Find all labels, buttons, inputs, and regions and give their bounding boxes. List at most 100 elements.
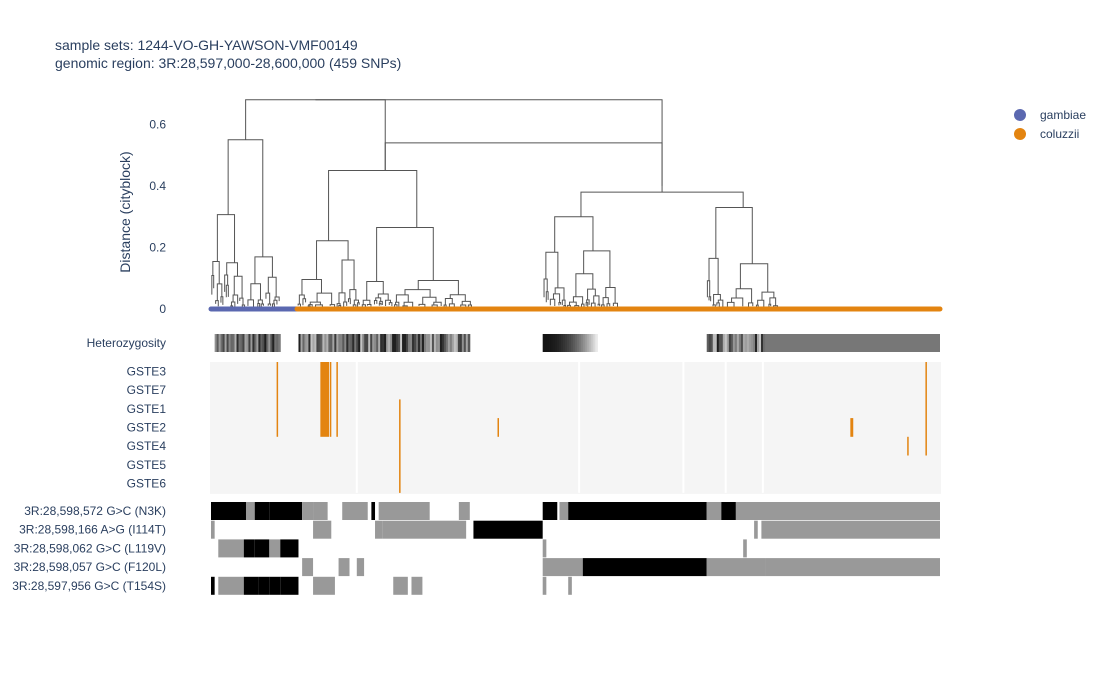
heterozygosity-cell xyxy=(268,334,271,352)
heterozygosity-cell xyxy=(542,334,546,352)
heterozygosity-cell xyxy=(410,334,413,352)
heterozygosity-cell xyxy=(554,334,558,352)
heterozygosity-cell xyxy=(384,334,387,352)
chart-title: sample sets: 1244-VO-GH-YAWSON-VMF00149 … xyxy=(55,37,401,71)
heterozygosity-cell xyxy=(720,334,724,352)
dendrogram-link xyxy=(563,305,567,308)
heterozygosity-cell xyxy=(278,334,281,352)
heterozygosity-cell xyxy=(573,334,576,352)
heterozygosity-cell xyxy=(398,334,401,352)
snp-genotype-cell xyxy=(258,576,270,595)
snp-genotype-cell xyxy=(743,539,747,558)
dendrogram-link xyxy=(395,294,409,303)
legend-marker-gambiae[interactable] xyxy=(1014,109,1026,121)
heterozygosity-cell xyxy=(416,334,419,352)
dendrogram-link xyxy=(297,303,301,307)
dendrogram-link xyxy=(316,292,333,305)
dendrogram-link xyxy=(575,273,594,297)
copy-number-amplification xyxy=(497,418,499,437)
heterozygosity-cell xyxy=(595,334,598,352)
heterozygosity-cell xyxy=(312,334,315,352)
snp-genotype-cell xyxy=(542,558,583,577)
heterozygosity-cell xyxy=(258,334,261,352)
dendrogram xyxy=(211,99,779,309)
heterozygosity-cell xyxy=(304,334,307,352)
heterozygosity-cell xyxy=(744,334,748,352)
heterozygosity-cell xyxy=(412,334,415,352)
copy-number-amplification xyxy=(907,436,909,456)
heterozygosity-cell xyxy=(320,334,323,352)
dendrogram-link xyxy=(336,303,341,307)
legend-label-gambiae[interactable]: gambiae xyxy=(1040,108,1086,122)
snp-genotype-cell xyxy=(218,539,244,558)
heterozygosity-cell xyxy=(218,334,222,352)
dendrogram-link xyxy=(572,296,584,305)
heterozygosity-cell xyxy=(730,334,734,352)
y-tick-label: 0.6 xyxy=(149,117,166,131)
legend-label-coluzzii[interactable]: coluzzii xyxy=(1040,127,1079,141)
heterozygosity-cell xyxy=(408,334,411,352)
dendrogram-link xyxy=(225,284,229,298)
legend-marker-coluzzii[interactable] xyxy=(1014,128,1026,140)
dendrogram-link xyxy=(315,304,323,308)
heterozygosity-cell xyxy=(338,334,341,352)
heterozygosity-cell xyxy=(423,334,427,352)
dendrogram-link xyxy=(417,279,459,295)
heterozygosity-cell xyxy=(302,334,305,352)
dendrogram-link xyxy=(444,298,453,305)
heterozygosity-cell xyxy=(421,334,425,352)
heterozygosity-cell xyxy=(266,334,269,352)
snp-genotype-cell xyxy=(313,576,335,595)
heterozygosity-cell xyxy=(310,334,313,352)
dendrogram-link xyxy=(267,276,277,298)
snp-genotype-cell xyxy=(582,558,707,577)
snp-genotype-cell xyxy=(245,502,255,520)
snp-genotype-cell xyxy=(568,502,576,520)
heterozygosity-cell xyxy=(336,334,339,352)
heterozygosity-cell xyxy=(342,334,345,352)
dendrogram-link xyxy=(761,291,775,301)
heterozygosity-cell xyxy=(714,334,718,352)
heterozygosity-cell xyxy=(455,334,459,352)
dendrogram-link xyxy=(605,286,616,304)
dendrogram-link xyxy=(403,301,414,308)
heterozygosity-cell xyxy=(579,334,582,352)
snp-genotype-cell xyxy=(706,558,766,577)
dendrogram-link xyxy=(549,298,556,307)
heterozygosity-cell xyxy=(451,334,455,352)
heterozygosity-cell xyxy=(546,334,550,352)
dendrogram-link xyxy=(232,294,239,304)
heterozygosity-cell xyxy=(298,334,301,352)
dendrogram-link xyxy=(216,214,236,263)
heterozygosity-cell xyxy=(593,334,596,352)
dendrogram-link xyxy=(357,302,360,307)
heterozygosity-cell xyxy=(556,334,560,352)
heterozygosity-cell xyxy=(344,334,347,352)
heterozygosity-cell xyxy=(214,334,218,352)
dendrogram-link xyxy=(230,301,236,307)
copy-number-amplification xyxy=(329,362,332,437)
legend: gambiae coluzzii xyxy=(1014,108,1086,141)
dendrogram-link xyxy=(552,293,561,303)
dendrogram-link xyxy=(561,299,566,306)
snp-genotype-cell xyxy=(243,539,255,558)
heterozygosity-cell xyxy=(254,334,257,352)
snp-genotype-cell xyxy=(313,502,328,520)
dendrogram-link xyxy=(328,170,418,241)
dendrogram-link xyxy=(461,300,471,306)
heterozygosity-cell xyxy=(740,334,744,352)
snp-genotype-cell xyxy=(542,502,558,520)
dendrogram-link xyxy=(216,283,223,301)
snp-genotype-cell xyxy=(559,502,569,520)
heterozygosity-cell xyxy=(418,334,421,352)
snp-label: 3R:28,598,057 G>C (F120L) xyxy=(14,560,166,574)
dendrogram-link xyxy=(433,301,442,306)
dendrogram-link xyxy=(379,300,383,306)
heterozygosity-cell xyxy=(754,334,758,352)
dendrogram-link xyxy=(260,303,264,307)
snp-genotype-cell xyxy=(411,576,423,595)
heterozygosity-cell xyxy=(390,334,393,352)
dendrogram-link xyxy=(448,303,455,308)
dendrogram-link xyxy=(272,303,275,307)
heterozygosity-cell xyxy=(356,334,359,352)
